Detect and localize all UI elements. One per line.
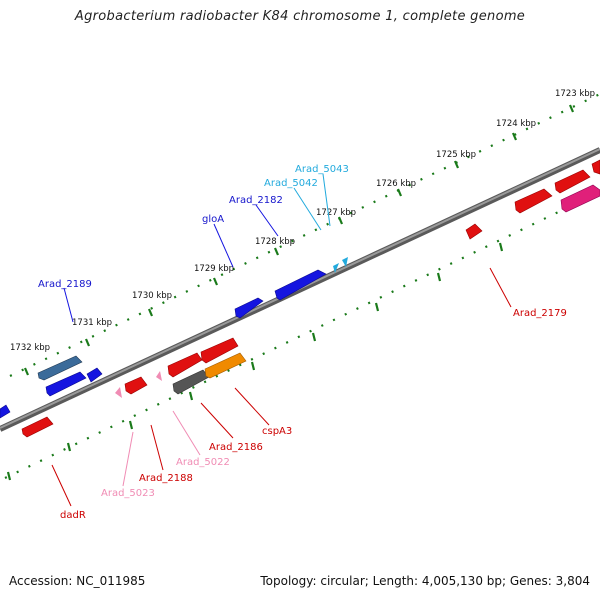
gene-gray-1[interactable] xyxy=(172,369,210,395)
gene-blue-1[interactable] xyxy=(234,297,264,319)
leader-arad-5042 xyxy=(293,187,322,231)
forward-major-ticks xyxy=(23,104,575,376)
reverse-genes xyxy=(21,159,600,438)
label-arad-2179[interactable]: Arad_2179 xyxy=(513,308,567,319)
genome-title: Agrobacterium radiobacter K84 chromosome… xyxy=(74,9,526,24)
forward-scale-track xyxy=(9,93,600,377)
gene-red-m4[interactable] xyxy=(21,416,54,438)
scale-label-1726: 1726 kbp xyxy=(376,179,416,189)
label-arad-2189[interactable]: Arad_2189 xyxy=(38,279,92,290)
label-arad-5023[interactable]: Arad_5023 xyxy=(101,488,155,499)
scale-label-1724: 1724 kbp xyxy=(496,119,536,129)
gene-blue-4[interactable] xyxy=(86,367,103,383)
scale-label-1729: 1729 kbp xyxy=(194,264,234,274)
label-arad-2188[interactable]: Arad_2188 xyxy=(139,473,193,484)
leader-arad-5023 xyxy=(122,431,134,487)
leader-gloA xyxy=(213,223,234,268)
scale-label-1731: 1731 kbp xyxy=(72,318,112,328)
gene-red-m1[interactable] xyxy=(167,352,203,378)
leader-dadR xyxy=(51,464,72,507)
gene-red-r1[interactable] xyxy=(514,188,553,214)
forward-genes xyxy=(0,257,348,419)
label-arad-2182[interactable]: Arad_2182 xyxy=(229,195,283,206)
scale-label-1730: 1730 kbp xyxy=(132,291,172,301)
gene-pink-2[interactable] xyxy=(115,387,122,398)
accession-text: Accession: NC_011985 xyxy=(9,574,146,588)
label-arad-2186[interactable]: Arad_2186 xyxy=(209,442,263,453)
leader-arad-2179 xyxy=(489,267,512,308)
gene-red-r3[interactable] xyxy=(591,159,600,175)
leader-arad-2182 xyxy=(255,204,279,237)
label-gloA[interactable]: gloA xyxy=(202,214,224,225)
scale-label-1728: 1728 kbp xyxy=(255,237,295,247)
reverse-major-ticks xyxy=(6,242,504,481)
label-arad-5042[interactable]: Arad_5042 xyxy=(264,178,318,189)
gene-red-r2[interactable] xyxy=(554,169,591,194)
gene-steel-1[interactable] xyxy=(37,355,83,381)
gene-pink-1[interactable] xyxy=(156,371,162,381)
genome-summary-text: Topology: circular; Length: 4,005,130 bp… xyxy=(260,574,590,588)
leader-arad-5043 xyxy=(322,173,331,227)
scale-label-1732: 1732 kbp xyxy=(10,343,50,353)
leader-cspA3 xyxy=(234,387,270,426)
label-arad-5043[interactable]: Arad_5043 xyxy=(295,164,349,175)
gene-magenta-1[interactable] xyxy=(560,184,600,213)
gene-orange-1[interactable] xyxy=(204,352,247,379)
gene-cyan-1[interactable] xyxy=(333,263,339,273)
gene-blue-2[interactable] xyxy=(274,269,327,301)
gene-blue-5[interactable] xyxy=(0,404,11,419)
gene-cyan-2[interactable] xyxy=(342,257,348,267)
leader-arad-5022 xyxy=(172,410,201,456)
gene-red-r4[interactable] xyxy=(465,223,483,240)
leader-arad-2186 xyxy=(200,402,234,439)
leader-arad-2189 xyxy=(63,287,74,323)
scale-label-1723: 1723 kbp xyxy=(555,89,595,99)
label-dadR[interactable]: dadR xyxy=(60,510,86,521)
gene-red-m2[interactable] xyxy=(200,337,239,364)
gene-blue-3[interactable] xyxy=(45,371,87,397)
gene-red-m3[interactable] xyxy=(124,376,148,395)
reverse-scale-track xyxy=(4,191,600,479)
leader-arad-2188 xyxy=(150,424,164,471)
label-arad-5022[interactable]: Arad_5022 xyxy=(176,457,230,468)
scale-label-1725: 1725 kbp xyxy=(436,150,476,160)
label-cspA3[interactable]: cspA3 xyxy=(262,426,292,437)
scale-label-1727: 1727 kbp xyxy=(316,208,356,218)
